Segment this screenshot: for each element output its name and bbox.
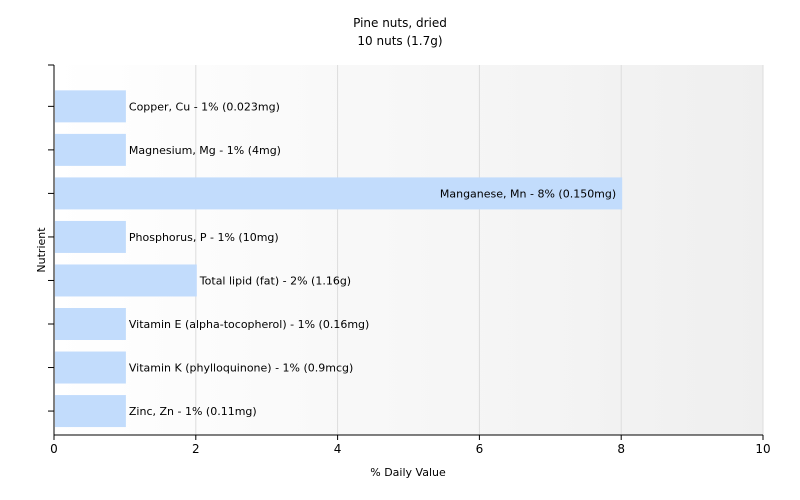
axes-group [53,65,763,436]
bar-label: Copper, Cu - 1% (0.023mg) [129,100,280,113]
chart-subtitle: 10 nuts (1.7g) [357,34,442,48]
x-axis-title: % Daily Value [370,466,446,479]
y-ticks-group [48,64,54,412]
y-axis-title: Nutrient [35,227,48,273]
x-tick-label: 2 [192,442,200,456]
bar-label: Vitamin E (alpha-tocopherol) - 1% (0.16m… [129,318,369,331]
bar-label: Zinc, Zn - 1% (0.11mg) [129,405,257,418]
bar [55,264,197,297]
bar [55,351,126,384]
bar-label: Vitamin K (phylloquinone) - 1% (0.9mcg) [129,362,353,375]
bar [55,220,126,253]
x-tick-label: 0 [50,442,58,456]
bar [55,395,126,428]
x-tick-label: 10 [755,442,770,456]
x-tick-label: 6 [476,442,484,456]
x-tick-label: 8 [617,442,625,456]
bar [55,133,126,166]
gridlines [195,65,764,435]
chart-title: Pine nuts, dried [353,16,447,30]
bar [55,177,623,210]
bar-label: Phosphorus, P - 1% (10mg) [129,231,279,244]
bar-label: Total lipid (fat) - 2% (1.16g) [199,274,351,287]
plot-area [54,65,763,435]
bar-label: Manganese, Mn - 8% (0.150mg) [440,187,616,200]
bars-group: Copper, Cu - 1% (0.023mg) Magnesium, Mg -… [55,90,623,428]
bar [55,308,126,340]
x-ticks-group: 0 2 4 6 8 10 [50,435,771,456]
x-tick-label: 4 [334,442,342,456]
bar [55,90,126,123]
bar-label: Magnesium, Mg - 1% (4mg) [129,144,281,157]
